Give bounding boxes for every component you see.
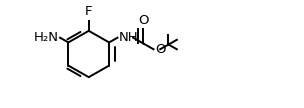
Text: F: F [85, 5, 92, 18]
Text: O: O [138, 14, 149, 27]
Text: H₂N: H₂N [33, 31, 58, 44]
Text: NH: NH [119, 31, 139, 44]
Text: O: O [155, 43, 166, 56]
